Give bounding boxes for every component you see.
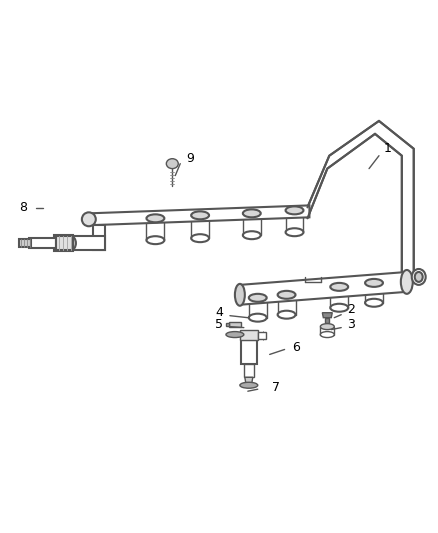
Polygon shape — [56, 236, 73, 250]
Ellipse shape — [166, 159, 178, 168]
Ellipse shape — [191, 234, 209, 242]
Polygon shape — [89, 205, 309, 225]
Polygon shape — [322, 313, 332, 318]
Ellipse shape — [320, 324, 334, 329]
Text: 9: 9 — [186, 152, 194, 165]
Ellipse shape — [249, 294, 267, 302]
Ellipse shape — [286, 206, 304, 214]
Ellipse shape — [146, 214, 164, 222]
Ellipse shape — [235, 284, 245, 306]
Ellipse shape — [278, 311, 296, 319]
Polygon shape — [226, 322, 229, 326]
Polygon shape — [241, 340, 257, 365]
Ellipse shape — [191, 212, 209, 219]
Ellipse shape — [82, 212, 96, 226]
Ellipse shape — [286, 228, 304, 236]
Ellipse shape — [365, 279, 383, 287]
Polygon shape — [240, 272, 407, 305]
Ellipse shape — [240, 382, 258, 388]
Text: 3: 3 — [347, 318, 355, 331]
Ellipse shape — [66, 236, 76, 250]
Polygon shape — [325, 318, 329, 322]
Polygon shape — [240, 329, 258, 340]
Polygon shape — [307, 121, 414, 287]
Polygon shape — [245, 377, 253, 383]
Text: 1: 1 — [384, 142, 392, 155]
Polygon shape — [320, 327, 334, 335]
Text: 6: 6 — [293, 341, 300, 354]
Polygon shape — [244, 365, 254, 377]
Text: 2: 2 — [347, 303, 355, 316]
Ellipse shape — [330, 304, 348, 312]
Ellipse shape — [412, 269, 426, 285]
Ellipse shape — [415, 272, 423, 282]
Polygon shape — [71, 236, 105, 250]
Ellipse shape — [243, 231, 261, 239]
Ellipse shape — [243, 209, 261, 217]
Text: 5: 5 — [215, 318, 223, 331]
Ellipse shape — [320, 332, 334, 337]
Ellipse shape — [278, 291, 296, 299]
Ellipse shape — [249, 314, 267, 321]
Polygon shape — [229, 321, 241, 327]
Ellipse shape — [401, 270, 413, 294]
Polygon shape — [54, 235, 73, 251]
Ellipse shape — [365, 299, 383, 307]
Text: 4: 4 — [215, 306, 223, 319]
Text: 8: 8 — [19, 201, 27, 214]
Ellipse shape — [146, 236, 164, 244]
Ellipse shape — [226, 332, 244, 337]
Text: 7: 7 — [272, 381, 280, 394]
Polygon shape — [29, 238, 56, 248]
Ellipse shape — [330, 283, 348, 291]
Polygon shape — [19, 239, 31, 247]
Polygon shape — [258, 332, 266, 338]
Polygon shape — [93, 225, 105, 250]
